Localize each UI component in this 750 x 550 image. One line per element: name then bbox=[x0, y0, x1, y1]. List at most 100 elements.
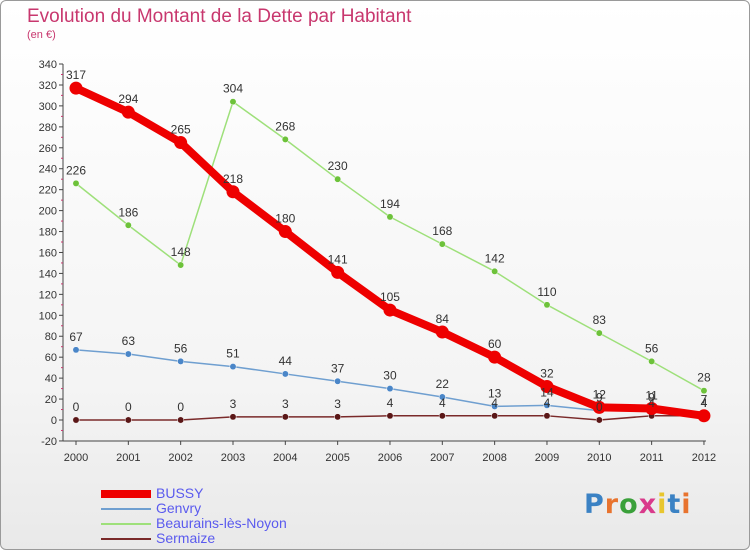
data-label-sermaize: 4 bbox=[439, 396, 446, 410]
axes: -200204060801001201401601802002202402602… bbox=[39, 59, 717, 464]
data-point-beaurains-l-s-noyon bbox=[334, 175, 342, 183]
y-tick-label: 200 bbox=[39, 206, 57, 218]
data-point-bussy bbox=[540, 379, 554, 393]
x-tick-label: 2005 bbox=[325, 452, 349, 464]
data-label-genvry: 37 bbox=[331, 361, 345, 375]
data-point-beaurains-l-s-noyon bbox=[281, 135, 289, 143]
y-tick-label: 260 bbox=[39, 143, 57, 155]
data-point-sermaize bbox=[334, 413, 342, 421]
logo-letter: P bbox=[584, 489, 605, 520]
data-label-genvry: 9 bbox=[596, 391, 603, 405]
logo-letter: o bbox=[619, 489, 639, 520]
data-point-bussy bbox=[645, 401, 659, 415]
data-label-beaurains-l-s-noyon: 83 bbox=[593, 313, 607, 327]
data-point-sermaize bbox=[543, 412, 551, 420]
data-label-bussy: 4 bbox=[701, 396, 708, 410]
data-label-sermaize: 3 bbox=[282, 397, 289, 411]
x-tick-label: 2001 bbox=[116, 452, 140, 464]
y-tick-label: 140 bbox=[39, 268, 57, 280]
data-label-sermaize: 4 bbox=[387, 396, 394, 410]
data-point-sermaize bbox=[386, 412, 394, 420]
data-point-bussy bbox=[488, 350, 502, 364]
data-label-bussy: 180 bbox=[275, 212, 295, 226]
data-label-genvry: 9 bbox=[648, 391, 655, 405]
unit-label: (en €) bbox=[27, 29, 56, 41]
data-label-genvry: 22 bbox=[436, 377, 450, 391]
y-tick-label: 180 bbox=[39, 227, 57, 239]
data-point-beaurains-l-s-noyon bbox=[595, 329, 603, 337]
data-label-sermaize: 4 bbox=[648, 396, 655, 410]
data-point-beaurains-l-s-noyon bbox=[124, 221, 132, 229]
y-tick-label: 100 bbox=[39, 310, 57, 322]
data-label-sermaize: 4 bbox=[491, 396, 498, 410]
legend-swatch bbox=[101, 508, 151, 510]
data-labels: 0 0 0 3 3 3 4 4 4 4 0 4 4226186148304268230194168142… bbox=[66, 68, 711, 414]
x-tick-label: 2006 bbox=[378, 452, 402, 464]
data-label-bussy: 265 bbox=[171, 123, 191, 137]
legend-label: Genvry bbox=[156, 500, 202, 516]
logo-letter: x bbox=[638, 489, 658, 520]
legend-swatch bbox=[101, 490, 151, 498]
data-label-genvry: 13 bbox=[488, 386, 502, 400]
data-label-beaurains-l-s-noyon: 304 bbox=[223, 82, 243, 96]
data-label-genvry: 63 bbox=[122, 334, 136, 348]
legend-label: Sermaize bbox=[156, 530, 216, 546]
data-label-beaurains-l-s-noyon: 186 bbox=[118, 205, 138, 219]
x-tick-label: 2012 bbox=[692, 452, 716, 464]
data-point-beaurains-l-s-noyon bbox=[648, 357, 656, 365]
x-tick-label: 2003 bbox=[221, 452, 245, 464]
data-point-beaurains-l-s-noyon bbox=[700, 387, 708, 395]
data-label-genvry: 14 bbox=[540, 385, 554, 399]
y-tick-label: 340 bbox=[39, 59, 57, 71]
y-tick-label: 80 bbox=[45, 331, 57, 343]
data-label-sermaize: 4 bbox=[701, 396, 708, 410]
data-point-beaurains-l-s-noyon bbox=[386, 213, 394, 221]
y-tick-label: 20 bbox=[45, 394, 57, 406]
data-point-beaurains-l-s-noyon bbox=[438, 240, 446, 248]
data-label-beaurains-l-s-noyon: 168 bbox=[432, 224, 452, 238]
legend-swatch bbox=[101, 538, 151, 540]
y-tick-label: 300 bbox=[39, 101, 57, 113]
data-label-sermaize: 3 bbox=[334, 397, 341, 411]
data-point-bussy bbox=[69, 81, 83, 95]
data-point-bussy bbox=[174, 136, 188, 150]
data-label-sermaize: 4 bbox=[544, 396, 551, 410]
data-label-beaurains-l-s-noyon: 226 bbox=[66, 163, 86, 177]
data-label-sermaize: 0 bbox=[73, 400, 80, 414]
legend-label: BUSSY bbox=[156, 485, 204, 501]
data-point-genvry bbox=[177, 357, 185, 365]
data-point-bussy bbox=[383, 303, 397, 317]
data-point-genvry bbox=[491, 402, 499, 410]
data-point-sermaize bbox=[229, 413, 237, 421]
data-point-beaurains-l-s-noyon bbox=[177, 261, 185, 269]
y-tick-label: 280 bbox=[39, 122, 57, 134]
data-label-beaurains-l-s-noyon: 148 bbox=[171, 245, 191, 259]
data-point-genvry bbox=[334, 377, 342, 385]
data-label-beaurains-l-s-noyon: 230 bbox=[328, 159, 348, 173]
y-tick-label: 120 bbox=[39, 289, 57, 301]
data-point-genvry bbox=[281, 370, 289, 378]
data-label-genvry: 30 bbox=[383, 369, 397, 383]
data-label-bussy: 105 bbox=[380, 290, 400, 304]
data-label-beaurains-l-s-noyon: 142 bbox=[485, 251, 505, 265]
data-point-sermaize bbox=[595, 416, 603, 424]
data-point-sermaize bbox=[438, 412, 446, 420]
data-point-bussy bbox=[331, 265, 345, 279]
series-layer bbox=[69, 81, 711, 424]
data-point-bussy bbox=[121, 105, 135, 119]
data-label-genvry: 67 bbox=[69, 330, 83, 344]
data-label-sermaize: 0 bbox=[125, 400, 132, 414]
data-point-sermaize bbox=[491, 412, 499, 420]
data-point-sermaize bbox=[281, 413, 289, 421]
logo-letter: i bbox=[681, 489, 692, 520]
data-label-sermaize: 3 bbox=[230, 397, 237, 411]
data-point-genvry bbox=[124, 350, 132, 358]
data-label-sermaize: 0 bbox=[177, 400, 184, 414]
logo-letter: r bbox=[604, 489, 620, 520]
data-point-bussy bbox=[278, 225, 292, 239]
data-point-beaurains-l-s-noyon bbox=[72, 179, 80, 187]
x-tick-label: 2007 bbox=[430, 452, 454, 464]
data-label-beaurains-l-s-noyon: 268 bbox=[275, 119, 295, 133]
